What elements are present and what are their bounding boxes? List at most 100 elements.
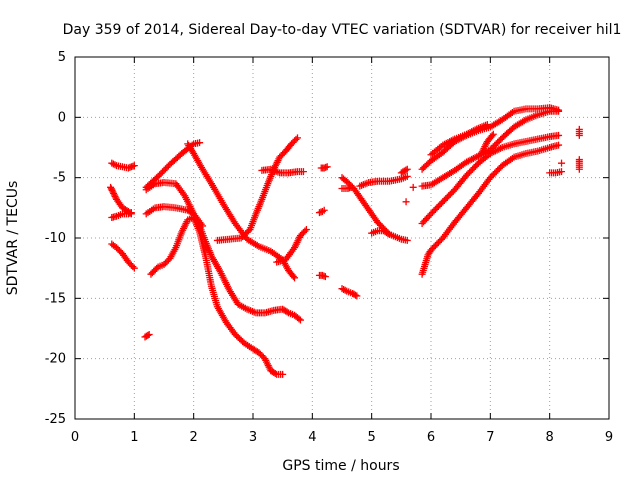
data-point [129,263,137,271]
series-trace-21 [338,174,411,244]
data-point [145,331,153,339]
series-trace-28 [418,131,563,228]
data-point [403,172,411,180]
series-trace-33 [546,168,566,177]
series-trace-12 [190,213,304,324]
data-point [353,292,361,300]
series-trace-3 [108,209,135,221]
data-marks [107,104,583,378]
y-axis-label: SDTVAR / TECUs [5,181,21,296]
x-tick-label: 9 [605,430,613,445]
data-point [385,230,393,238]
data-point [301,227,309,235]
data-point [558,168,566,176]
series-trace-13 [213,134,301,244]
data-point [575,131,583,139]
data-point [403,236,411,244]
series-trace-5 [141,331,153,341]
data-point [338,285,346,293]
data-point [291,274,299,282]
series-trace-29 [418,107,563,190]
data-point [196,139,204,147]
data-point [108,159,116,167]
data-point [294,134,301,142]
data-point [292,135,300,143]
data-point [341,286,349,294]
data-point [111,192,119,200]
data-point [108,186,116,194]
series-trace-15 [273,226,310,266]
data-point [403,165,411,173]
data-point [384,229,392,237]
data-point [555,106,563,114]
series-trace-4 [108,240,138,272]
x-tick-label: 8 [546,430,554,445]
grid-lines [75,57,609,419]
y-tick-label: -25 [45,412,66,427]
data-point [296,316,304,324]
series-trace-7 [142,203,198,218]
series-trace-10 [184,140,299,282]
x-tick-label: 5 [368,430,376,445]
data-point [130,162,138,170]
series-trace-31 [427,121,491,159]
chart-title: Day 359 of 2014, Sidereal Day-to-day VTE… [63,22,622,38]
data-point [321,273,329,281]
series-trace-34 [558,159,566,167]
data-point [279,370,287,378]
data-point [409,183,417,191]
data-point [575,165,583,173]
y-tick-label: -20 [45,352,66,367]
data-point [402,198,410,206]
data-point [271,369,279,377]
series-trace-8 [147,213,198,278]
series-trace-18 [315,271,329,281]
series-trace-17 [315,206,328,217]
series-trace-1 [108,159,138,172]
axis-ticks: 0 1 2 3 4 5 6 7 8 9 5 0 -5 -10 -15 -20 -25 [45,50,613,445]
series-trace-27 [418,141,563,278]
series-trace-9 [142,139,204,191]
data-point [323,163,331,171]
x-tick-label: 2 [190,430,198,445]
x-tick-label: 7 [486,430,494,445]
data-point [302,226,310,234]
series-trace-35 [575,125,583,139]
y-tick-label: -5 [53,171,66,186]
data-point [402,166,410,174]
data-point [130,264,138,272]
y-tick-label: 5 [58,50,66,65]
data-point [109,188,117,196]
data-point [299,168,307,176]
series-trace-24 [368,227,393,238]
data-point [289,272,297,280]
series-trace-23 [397,165,411,177]
data-point [110,189,118,197]
series-trace-20 [338,285,361,300]
data-point [555,141,563,149]
series-trace-25 [402,198,410,206]
data-point [107,185,115,193]
series-trace-14 [258,165,307,177]
data-point [351,291,359,299]
y-tick-label: 0 [58,110,66,125]
x-tick-label: 1 [130,430,138,445]
data-point [558,159,566,167]
data-point [555,131,563,139]
data-point [127,209,135,217]
data-point [110,191,118,199]
x-tick-label: 3 [249,430,257,445]
series-trace-32 [477,130,497,158]
data-point [107,183,115,191]
data-point [340,285,348,293]
x-tick-label: 0 [71,430,79,445]
data-point [109,160,117,168]
y-tick-label: -10 [45,231,66,246]
data-point [483,121,491,129]
data-point [111,161,119,169]
data-point [320,206,328,214]
x-tick-label: 4 [308,430,316,445]
series-trace-36 [575,156,583,173]
x-tick-label: 6 [427,430,435,445]
